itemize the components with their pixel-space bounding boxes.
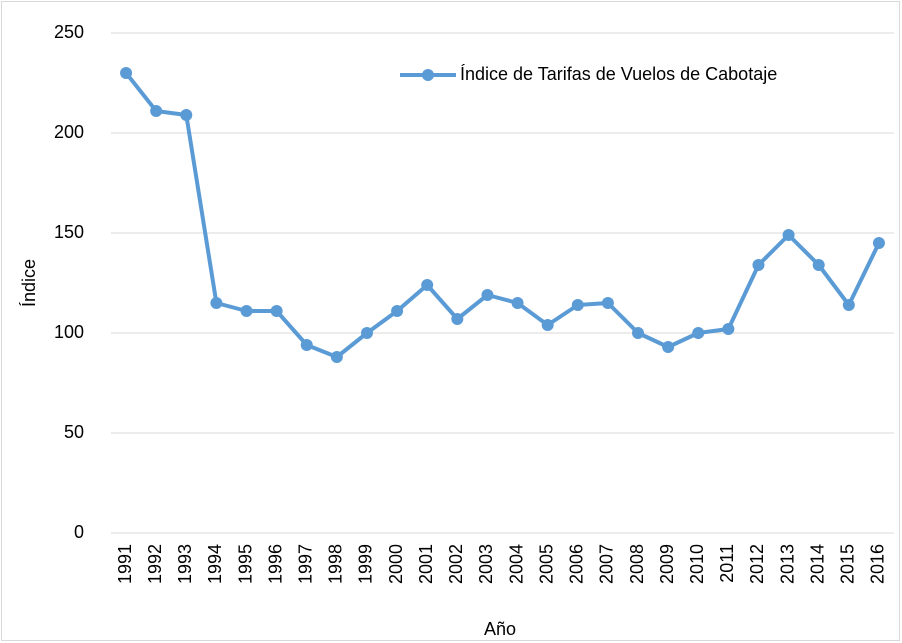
x-tick-label: 2013 <box>777 544 797 584</box>
data-point <box>391 305 404 317</box>
data-point <box>481 289 494 301</box>
y-tick-label: 200 <box>54 122 84 142</box>
x-tick-label: 1998 <box>326 544 346 584</box>
x-tick-label: 2012 <box>747 544 767 584</box>
data-point <box>601 297 614 309</box>
y-tick-label: 50 <box>64 422 84 442</box>
x-tick-label: 1993 <box>175 544 195 584</box>
data-point <box>240 305 253 317</box>
y-axis-label: Índice <box>19 259 39 307</box>
data-point <box>360 327 373 339</box>
data-point <box>812 259 825 271</box>
x-tick-label: 2009 <box>657 544 677 584</box>
data-point <box>210 297 223 309</box>
x-tick-label: 1991 <box>115 544 135 584</box>
data-point <box>752 259 765 271</box>
data-point <box>150 105 163 117</box>
x-tick-label: 2010 <box>687 544 707 584</box>
data-point <box>120 67 133 79</box>
data-point <box>632 327 645 339</box>
data-point <box>421 279 434 291</box>
data-point <box>300 339 313 351</box>
data-point <box>451 313 464 325</box>
data-point <box>270 305 283 317</box>
x-tick-label: 2001 <box>416 544 436 584</box>
data-point <box>541 319 554 331</box>
data-point <box>722 323 735 335</box>
legend-label: Índice de Tarifas de Vuelos de Cabotaje <box>460 64 777 84</box>
x-tick-label: 2004 <box>506 544 526 584</box>
legend-marker <box>422 69 434 81</box>
data-point <box>330 351 343 363</box>
x-tick-label: 2008 <box>627 544 647 584</box>
x-tick-label: 2015 <box>838 544 858 584</box>
x-tick-label: 1992 <box>145 544 165 584</box>
y-tick-label: 0 <box>74 522 84 542</box>
x-tick-label: 2007 <box>597 544 617 584</box>
x-tick-label: 1996 <box>265 544 285 584</box>
x-tick-label: 2014 <box>807 544 827 584</box>
x-tick-label: 2002 <box>446 544 466 584</box>
data-point <box>782 229 795 241</box>
x-tick-label: 2003 <box>476 544 496 584</box>
x-tick-label: 1999 <box>356 544 376 584</box>
x-tick-label: 1995 <box>235 544 255 584</box>
x-tick-label: 2011 <box>717 544 737 583</box>
y-tick-label: 100 <box>54 322 84 342</box>
data-point <box>872 237 885 249</box>
x-tick-label: 1997 <box>296 544 316 584</box>
data-point <box>571 299 584 311</box>
data-point <box>511 297 524 309</box>
x-tick-label: 2005 <box>536 544 556 584</box>
y-tick-label: 250 <box>54 22 84 42</box>
data-point <box>180 109 193 121</box>
x-tick-label: 1994 <box>205 544 225 584</box>
x-tick-label: 2016 <box>868 544 888 584</box>
x-tick-label: 2000 <box>386 544 406 584</box>
y-tick-label: 150 <box>54 222 84 242</box>
x-tick-label: 2006 <box>567 544 587 584</box>
data-point <box>842 299 855 311</box>
data-point <box>662 341 675 353</box>
x-axis-label: Año <box>484 619 516 639</box>
data-point <box>692 327 705 339</box>
